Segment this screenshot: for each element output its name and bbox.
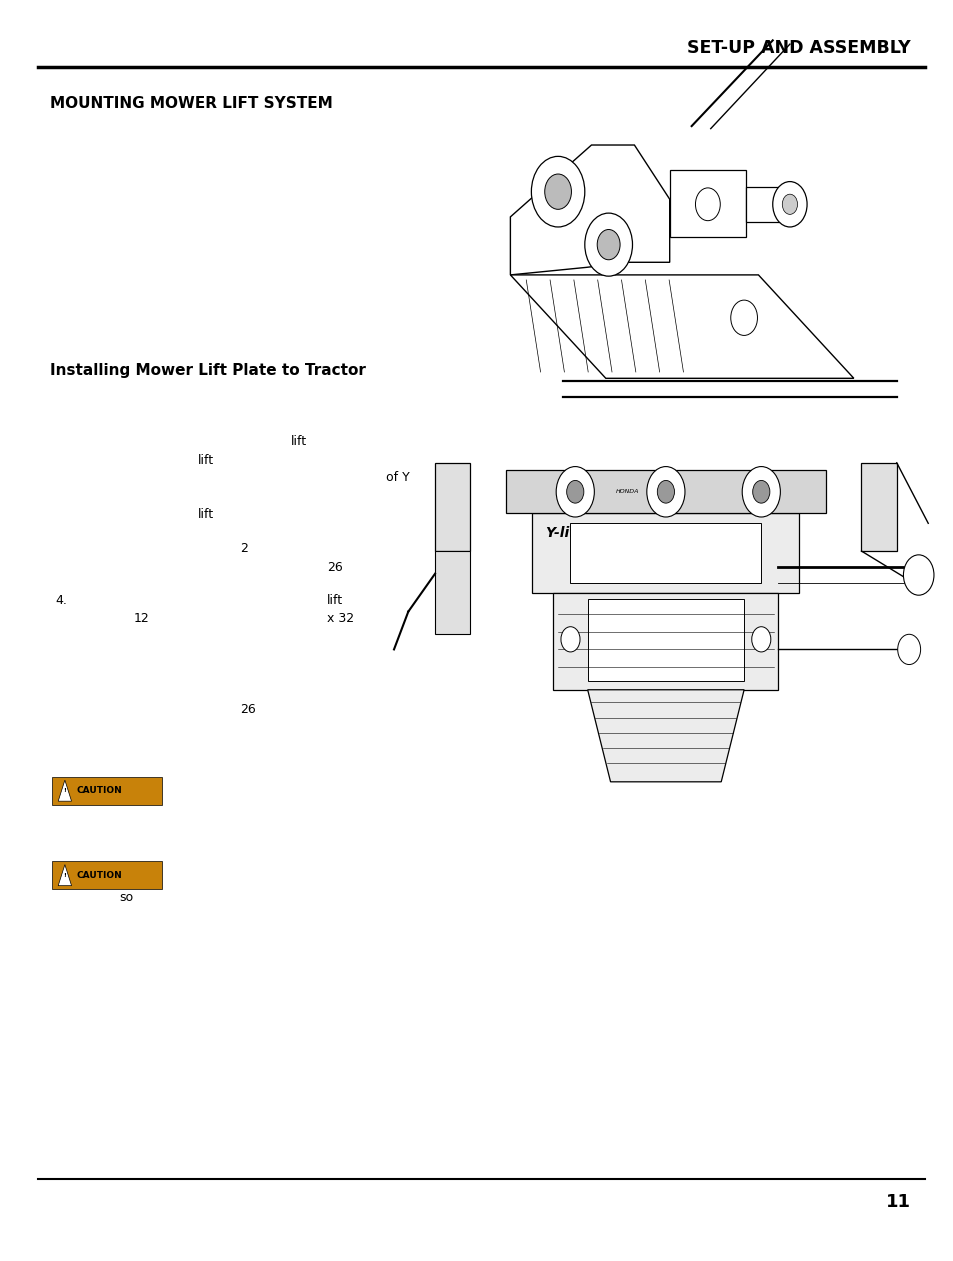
Text: 2: 2 — [240, 542, 248, 555]
Polygon shape — [587, 690, 743, 782]
Circle shape — [544, 174, 571, 209]
Text: MOUNTING MOWER LIFT SYSTEM: MOUNTING MOWER LIFT SYSTEM — [50, 96, 332, 111]
Circle shape — [556, 467, 594, 517]
Polygon shape — [570, 523, 760, 583]
Circle shape — [730, 300, 757, 335]
Text: CAUTION: CAUTION — [76, 786, 122, 796]
Polygon shape — [435, 551, 470, 634]
Polygon shape — [435, 463, 470, 551]
Polygon shape — [587, 599, 743, 681]
Circle shape — [646, 467, 684, 517]
Text: Y-lift Bracket: Y-lift Bracket — [545, 526, 646, 540]
Circle shape — [781, 194, 797, 214]
Circle shape — [897, 634, 920, 665]
Circle shape — [752, 480, 769, 503]
Text: x 32: x 32 — [327, 613, 354, 625]
Circle shape — [902, 555, 933, 595]
Polygon shape — [510, 145, 669, 275]
FancyBboxPatch shape — [52, 861, 162, 889]
Polygon shape — [510, 275, 853, 378]
Circle shape — [751, 627, 770, 652]
Text: 11: 11 — [885, 1193, 910, 1211]
Text: lift: lift — [197, 454, 213, 467]
Text: SET-UP AND ASSEMBLY: SET-UP AND ASSEMBLY — [687, 39, 910, 57]
Text: 12: 12 — [133, 613, 150, 625]
FancyBboxPatch shape — [52, 777, 162, 805]
Text: 26: 26 — [240, 704, 256, 716]
Text: 26: 26 — [327, 561, 343, 574]
Polygon shape — [58, 781, 71, 801]
Circle shape — [695, 188, 720, 221]
Text: 4.: 4. — [55, 594, 67, 607]
Circle shape — [531, 156, 584, 227]
Text: !: ! — [63, 788, 67, 793]
Text: CAUTION: CAUTION — [76, 870, 122, 880]
Text: lift: lift — [291, 435, 307, 448]
Circle shape — [584, 213, 632, 276]
Circle shape — [657, 480, 674, 503]
Polygon shape — [532, 513, 799, 593]
Polygon shape — [553, 593, 778, 690]
Polygon shape — [505, 470, 825, 513]
Circle shape — [772, 182, 806, 227]
Text: lift: lift — [327, 594, 343, 607]
Circle shape — [560, 627, 579, 652]
Text: Installing Mower Lift Plate to Tractor: Installing Mower Lift Plate to Tractor — [50, 363, 365, 378]
Polygon shape — [861, 463, 896, 551]
Circle shape — [597, 230, 619, 260]
Circle shape — [566, 480, 583, 503]
Text: of Y: of Y — [386, 472, 410, 484]
Circle shape — [741, 467, 780, 517]
Polygon shape — [58, 865, 71, 885]
Text: HONDA: HONDA — [616, 489, 639, 494]
Polygon shape — [745, 187, 780, 222]
Text: so: so — [119, 892, 133, 904]
Polygon shape — [669, 170, 745, 237]
Text: lift: lift — [197, 508, 213, 521]
Text: !: ! — [63, 873, 67, 878]
